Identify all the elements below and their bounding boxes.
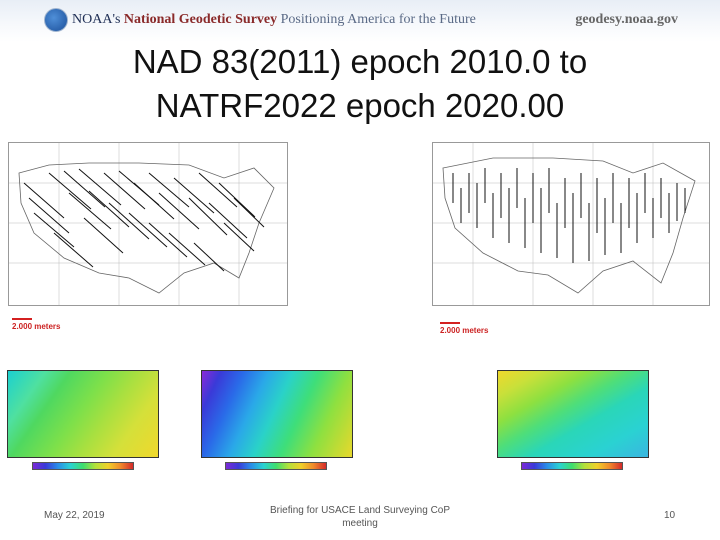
header-banner: NOAA's National Geodetic Survey Position…	[0, 0, 720, 42]
slide-title-line-1: NAD 83(2011) epoch 2010.0 to	[132, 43, 588, 80]
colorbar-east	[225, 462, 327, 470]
left-scale-label: 2.000 meters	[12, 322, 61, 331]
right-scale-legend: 2.000 meters	[440, 322, 488, 335]
website-url[interactable]: geodesy.noaa.gov	[575, 12, 678, 27]
slide-title-line-2: NATRF2022 epoch 2020.00	[155, 87, 565, 124]
agency-title: NOAA's National Geodetic Survey Position…	[72, 12, 476, 28]
heatmap-east-component	[201, 370, 353, 458]
agency-prefix: NOAA's	[72, 12, 121, 27]
horizontal-vector-field	[9, 143, 287, 305]
agency-name: National Geodetic Survey	[123, 12, 278, 27]
heatmap-up-component	[497, 370, 649, 458]
agency-tagline: Positioning America for the Future	[280, 12, 476, 27]
horizontal-velocity-map	[8, 142, 288, 306]
colorbar-up	[521, 462, 623, 470]
vertical-velocity-map	[432, 142, 710, 306]
right-scale-bar	[440, 322, 460, 324]
left-scale-legend: 2.000 meters	[12, 318, 60, 331]
heatmap-north-component	[7, 370, 159, 458]
colorbar-north	[32, 462, 134, 470]
footer-center-text: Briefing for USACE Land Surveying CoP me…	[269, 505, 451, 529]
noaa-logo-icon	[44, 8, 68, 32]
slide-title: NAD 83(2011) epoch 2010.0 to NATRF2022 e…	[0, 40, 720, 128]
vertical-vector-field	[433, 143, 709, 305]
page-number: 10	[664, 510, 676, 521]
left-scale-bar	[12, 318, 32, 320]
right-scale-label: 2.000 meters	[440, 326, 489, 335]
footer-date: May 22, 2019	[44, 510, 105, 521]
